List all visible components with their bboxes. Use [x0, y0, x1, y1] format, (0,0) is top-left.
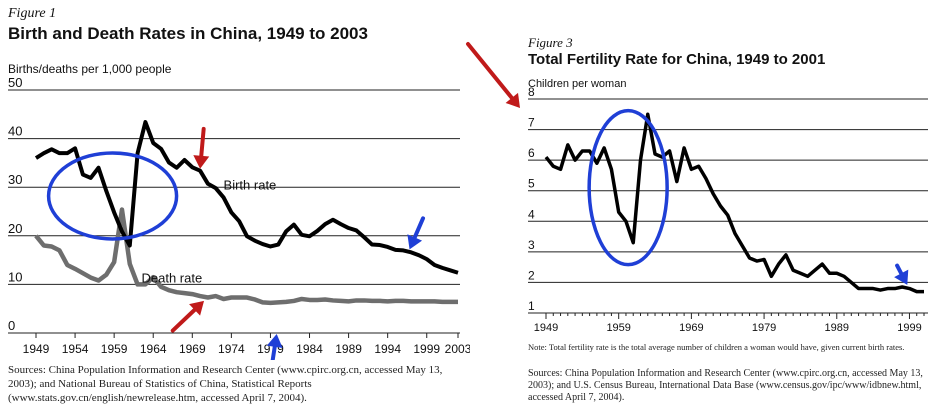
- x-tick-label: 1999: [413, 342, 440, 356]
- x-tick-label: 1964: [140, 342, 167, 356]
- blue-arrow-death: [266, 333, 283, 360]
- figure-3-note: Note: Total fertility rate is the total …: [528, 342, 936, 353]
- figure-1-sources-text: Sources: China Population Information an…: [8, 364, 443, 404]
- y-tick-label: 5: [528, 177, 535, 191]
- x-tick-label: 1989: [335, 342, 362, 356]
- figure-3-note-text: Note: Total fertility rate is the total …: [528, 342, 905, 352]
- x-tick-label: 2003: [445, 342, 470, 356]
- y-tick-label: 6: [528, 146, 535, 160]
- blue-arrow-fertility-head: [894, 269, 909, 285]
- fertility-rate-line: [544, 112, 924, 294]
- blue-arrow-death-head: [266, 333, 283, 349]
- y-tick-label: 1: [528, 299, 535, 313]
- y-tick-label: 8: [528, 85, 535, 99]
- red-arrow-pointer: [466, 42, 520, 108]
- blue-arrow-fertility-shaft: [895, 263, 904, 276]
- birth-rate-label: Birth rate: [224, 178, 277, 193]
- y-tick-label: 30: [8, 172, 22, 187]
- y-tick-label: 40: [8, 124, 22, 139]
- famine-circle: [46, 151, 179, 241]
- x-tick-label: 1954: [62, 342, 89, 356]
- y-tick-label: 2: [528, 268, 535, 282]
- x-tick-label: 1969: [179, 342, 206, 356]
- red-arrow-birth-shaft: [199, 126, 206, 158]
- x-tick-label: 1989: [825, 322, 849, 334]
- figure-3-sources-text: Sources: China Population Information an…: [528, 368, 923, 403]
- x-tick-label: 1959: [606, 322, 630, 334]
- figure-1-label: Figure 1: [8, 6, 57, 21]
- figure-3-ylabel: Children per woman: [528, 78, 627, 90]
- red-arrow-pointer-shaft: [466, 42, 514, 100]
- famine-circle-fertility: [587, 108, 669, 267]
- red-arrow-birth-head: [193, 155, 210, 169]
- x-tick-label: 1999: [897, 322, 921, 334]
- y-tick-label: 50: [8, 75, 22, 90]
- figure-3-panel: Figure 3 Total Fertility Rate for China,…: [525, 0, 941, 411]
- x-tick-label: 1974: [218, 342, 245, 356]
- red-arrow-pointer-head: [505, 92, 520, 108]
- figure-3-label: Figure 3: [528, 35, 573, 50]
- figure-1-sources: Sources: China Population Information an…: [8, 363, 466, 405]
- figure-1-title: Birth and Death Rates in China, 1949 to …: [8, 24, 368, 43]
- blue-arrow-birth-head: [407, 234, 423, 250]
- x-tick-label: 1969: [679, 322, 703, 334]
- figure-1-ylabel: Births/deaths per 1,000 people: [8, 62, 172, 76]
- y-tick-label: 10: [8, 269, 22, 284]
- death-rate-line: [34, 207, 458, 306]
- figure-3-sources: Sources: China Population Information an…: [528, 368, 936, 404]
- y-tick-label: 7: [528, 116, 535, 130]
- y-tick-label: 0: [8, 318, 15, 333]
- x-tick-label: 1959: [101, 342, 128, 356]
- blue-arrow-birth-shaft: [412, 216, 426, 240]
- y-tick-label: 4: [528, 207, 535, 221]
- red-arrow-death: [170, 300, 205, 333]
- blue-arrow-birth: [407, 216, 426, 250]
- red-arrow-death-shaft: [170, 307, 197, 333]
- birth-rate-line: [34, 120, 459, 275]
- red-arrow-death-head: [189, 300, 205, 316]
- blue-arrow-death-shaft: [270, 344, 277, 360]
- figure-3-title: Total Fertility Rate for China, 1949 to …: [528, 51, 826, 68]
- red-arrow-birth: [193, 126, 210, 169]
- x-tick-label: 1949: [534, 322, 558, 334]
- x-tick-label: 1984: [296, 342, 323, 356]
- x-tick-label: 1994: [374, 342, 401, 356]
- y-tick-label: 3: [528, 238, 535, 252]
- figure-1-panel: Figure 1 Birth and Death Rates in China,…: [0, 0, 470, 411]
- x-tick-label: 1949: [23, 342, 50, 356]
- fertility-chart: 1 2 3 4 5 6 7 8 1949 1959 1969 1979 1989 1999: [528, 85, 928, 334]
- y-tick-label: 20: [8, 221, 22, 236]
- death-rate-label: Death rate: [142, 270, 203, 285]
- x-tick-label: 1979: [752, 322, 776, 334]
- blue-arrow-fertility: [894, 263, 909, 285]
